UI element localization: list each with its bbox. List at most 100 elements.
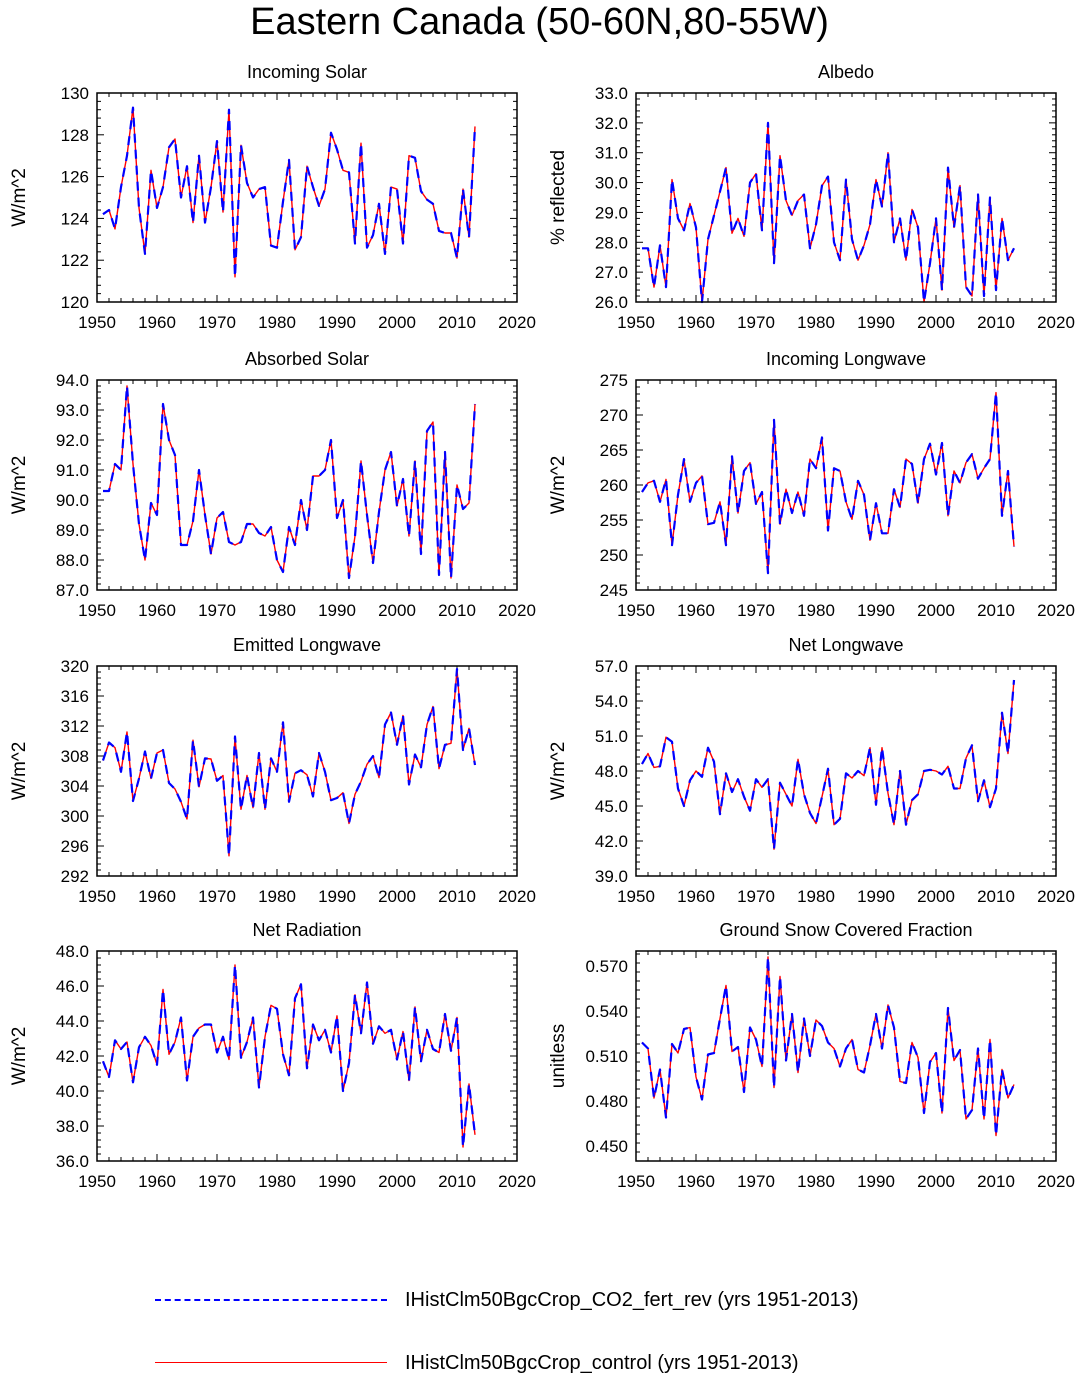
y-axis-label: W/m^2 — [548, 456, 569, 515]
y-tick-label: 28.0 — [595, 233, 628, 252]
y-tick-label: 316 — [61, 687, 89, 706]
y-tick-label: 0.510 — [585, 1047, 628, 1066]
x-tick-label: 2020 — [498, 313, 536, 332]
y-tick-label: 124 — [61, 209, 89, 228]
y-tick-label: 90.0 — [56, 491, 89, 510]
x-tick-label: 1950 — [617, 887, 655, 906]
y-tick-label: 126 — [61, 168, 89, 187]
plot-frame — [635, 92, 1057, 303]
chart-panel-3: Absorbed Solar W/m^2 1950 1960 1970 1980 1990 2… — [9, 349, 536, 620]
y-tick-label: 292 — [61, 867, 89, 886]
x-tick-label: 1950 — [78, 313, 116, 332]
x-tick-label: 1980 — [797, 313, 835, 332]
legend-label: IHistClm50BgcCrop_control (yrs 1951-2013… — [405, 1352, 799, 1374]
x-tick-label: 1960 — [138, 313, 176, 332]
y-tick-label: 308 — [61, 747, 89, 766]
x-tick-label: 1990 — [857, 887, 895, 906]
plot-frame — [635, 665, 1057, 877]
legend-solid-line-icon — [155, 1362, 387, 1363]
x-tick-label: 2020 — [1037, 313, 1075, 332]
chart-panel-5: Emitted Longwave W/m^2 1950 1960 1970 1980 199… — [9, 635, 536, 906]
y-tick-label: 120 — [61, 293, 89, 312]
y-tick-label: 128 — [61, 126, 89, 145]
y-tick-label: 304 — [61, 777, 89, 796]
plot-frame — [96, 665, 518, 877]
chart-panel-6: Net Longwave W/m^2 1950 1960 1970 1980 1990 200… — [548, 635, 1075, 906]
plot-frame — [96, 92, 518, 303]
series-line-co2-fert-rev — [641, 391, 1016, 575]
plot-frame — [635, 950, 1057, 1162]
y-tick-label: 42.0 — [595, 832, 628, 851]
x-tick-label: 1960 — [138, 887, 176, 906]
y-tick-label: 31.0 — [595, 144, 628, 163]
y-tick-label: 88.0 — [56, 551, 89, 570]
y-tick-label: 32.0 — [595, 114, 628, 133]
x-tick-label: 1960 — [138, 1172, 176, 1191]
x-tick-label: 2010 — [438, 313, 476, 332]
y-tick-label: 26.0 — [595, 293, 628, 312]
x-tick-label: 2000 — [917, 1172, 955, 1191]
x-tick-label: 2010 — [977, 601, 1015, 620]
x-tick-label: 2000 — [378, 1172, 416, 1191]
x-tick-label: 2000 — [917, 887, 955, 906]
x-tick-label: 2020 — [1037, 887, 1075, 906]
x-tick-label: 1980 — [258, 1172, 296, 1191]
legend-label: IHistClm50BgcCrop_CO2_fert_rev (yrs 1951… — [405, 1289, 859, 1311]
x-tick-label: 1980 — [797, 887, 835, 906]
x-tick-label: 1980 — [797, 1172, 835, 1191]
y-tick-label: 45.0 — [595, 797, 628, 816]
x-tick-label: 2000 — [917, 313, 955, 332]
y-tick-label: 312 — [61, 717, 89, 736]
x-tick-label: 1980 — [258, 887, 296, 906]
x-tick-label: 2010 — [438, 601, 476, 620]
x-tick-label: 2000 — [378, 601, 416, 620]
y-tick-label: 93.0 — [56, 401, 89, 420]
y-axis-label: W/m^2 — [548, 742, 569, 801]
chart-panel-7: Net Radiation W/m^2 1950 1960 1970 1980 1990 20… — [9, 920, 536, 1191]
y-axis-label: W/m^2 — [9, 168, 30, 227]
legend-dashed-line-icon — [155, 1299, 387, 1301]
series-line-co2-fert-rev — [103, 384, 477, 580]
y-tick-label: 270 — [600, 406, 628, 425]
y-tick-label: 48.0 — [595, 762, 628, 781]
chart-panel-4: Incoming Longwave W/m^2 1950 1960 1970 1980 19… — [548, 349, 1075, 620]
x-tick-label: 1960 — [138, 601, 176, 620]
panel-title: Incoming Longwave — [766, 349, 926, 369]
x-tick-label: 2000 — [378, 887, 416, 906]
y-tick-label: 260 — [600, 476, 628, 495]
x-tick-label: 1970 — [198, 601, 236, 620]
chart-panel-2: Albedo % reflected 1950 1960 1970 1980 1990 200… — [548, 62, 1075, 332]
y-tick-label: 38.0 — [56, 1117, 89, 1136]
x-tick-label: 2010 — [977, 887, 1015, 906]
y-axis-label: % reflected — [548, 150, 569, 245]
x-tick-label: 1950 — [78, 887, 116, 906]
y-tick-label: 39.0 — [595, 867, 628, 886]
x-tick-label: 1950 — [617, 601, 655, 620]
x-tick-label: 1970 — [737, 313, 775, 332]
x-tick-label: 2000 — [378, 313, 416, 332]
series-line-co2-fert-rev — [641, 955, 1016, 1137]
y-tick-label: 250 — [600, 546, 628, 565]
panel-title: Net Longwave — [788, 635, 903, 655]
x-tick-label: 1950 — [617, 1172, 655, 1191]
x-tick-label: 2020 — [498, 1172, 536, 1191]
y-tick-label: 245 — [600, 581, 628, 600]
series-line-control — [102, 964, 476, 1148]
y-tick-label: 0.570 — [585, 957, 628, 976]
x-tick-label: 1970 — [737, 1172, 775, 1191]
x-tick-label: 1980 — [258, 313, 296, 332]
chart-panel-8: Ground Snow Covered Fraction unitless 1950… — [548, 920, 1075, 1191]
series-line-co2-fert-rev — [641, 679, 1016, 851]
plot-frame — [96, 950, 518, 1162]
y-tick-label: 42.0 — [56, 1047, 89, 1066]
plot-frame — [635, 379, 1057, 591]
y-tick-label: 265 — [600, 441, 628, 460]
y-tick-label: 36.0 — [56, 1152, 89, 1171]
x-tick-label: 1990 — [318, 601, 356, 620]
series-line-control — [102, 668, 476, 857]
y-tick-label: 48.0 — [56, 942, 89, 961]
x-tick-label: 2020 — [498, 887, 536, 906]
x-tick-label: 1990 — [318, 887, 356, 906]
y-axis-label: W/m^2 — [9, 742, 30, 801]
x-tick-label: 2010 — [977, 313, 1015, 332]
